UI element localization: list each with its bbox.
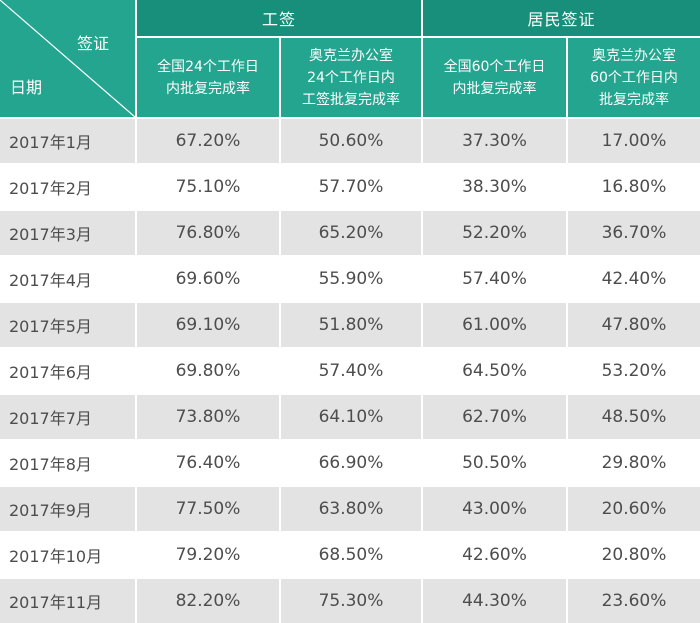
row-value-cell: 82.20% [137, 579, 279, 623]
row-value-cell: 16.80% [568, 165, 700, 209]
group-header-work-visa: 工签 [137, 0, 421, 36]
subheader-auckland-60-day: 奥克兰办公室 60个工作日内 批复完成率 [568, 38, 700, 117]
row-value-cell: 73.80% [137, 395, 279, 439]
row-value-cell: 67.20% [137, 119, 279, 163]
row-value-cell: 42.60% [423, 533, 566, 577]
row-value-cell: 36.70% [568, 211, 700, 255]
group-header-resident-visa-label: 居民签证 [527, 10, 596, 29]
row-value-cell: 20.80% [568, 533, 700, 577]
subheader-national-24-day: 全国24个工作日 内批复完成率 [137, 38, 279, 117]
subheader-line: 工签批复完成率 [302, 91, 400, 108]
row-date-cell: 2017年3月 [0, 211, 135, 255]
row-value-cell: 69.80% [137, 349, 279, 393]
row-value-cell: 76.80% [137, 211, 279, 255]
row-value-cell: 57.40% [423, 257, 566, 301]
row-value-cell: 17.00% [568, 119, 700, 163]
row-value-cell: 57.70% [281, 165, 421, 209]
row-value-cell: 75.10% [137, 165, 279, 209]
subheader-line: 全国60个工作日 [443, 58, 546, 75]
row-date-cell: 2017年7月 [0, 395, 135, 439]
row-value-cell: 63.80% [281, 487, 421, 531]
row-value-cell: 51.80% [281, 303, 421, 347]
row-value-cell: 37.30% [423, 119, 566, 163]
row-value-cell: 23.60% [568, 579, 700, 623]
row-value-cell: 43.00% [423, 487, 566, 531]
row-date-cell: 2017年10月 [0, 533, 135, 577]
row-value-cell: 68.50% [281, 533, 421, 577]
row-date-cell: 2017年6月 [0, 349, 135, 393]
corner-diagonal-line [0, 0, 135, 117]
corner-header: 签证 日期 [0, 0, 135, 117]
row-value-cell: 48.50% [568, 395, 700, 439]
subheader-line: 内批复完成率 [166, 80, 250, 97]
row-value-cell: 64.50% [423, 349, 566, 393]
group-header-resident-visa: 居民签证 [423, 0, 700, 36]
subheader-line: 全国24个工作日 [157, 58, 259, 75]
row-value-cell: 75.30% [281, 579, 421, 623]
row-value-cell: 29.80% [568, 441, 700, 485]
subheader-line: 内批复完成率 [452, 80, 537, 97]
row-value-cell: 77.50% [137, 487, 279, 531]
row-date-cell: 2017年11月 [0, 579, 135, 623]
row-value-cell: 44.30% [423, 579, 566, 623]
row-value-cell: 50.60% [281, 119, 421, 163]
row-value-cell: 52.20% [423, 211, 566, 255]
subheader-line: 批复完成率 [599, 91, 669, 108]
subheader-line: 奥克兰办公室 [592, 47, 676, 64]
corner-date-label: 日期 [10, 78, 43, 97]
row-value-cell: 66.90% [281, 441, 421, 485]
row-date-cell: 2017年4月 [0, 257, 135, 301]
subheader-line: 60个工作日内 [590, 69, 678, 86]
corner-visa-label: 签证 [76, 34, 109, 53]
row-value-cell: 42.40% [568, 257, 700, 301]
row-value-cell: 62.70% [423, 395, 566, 439]
row-date-cell: 2017年5月 [0, 303, 135, 347]
subheader-auckland-24-day: 奥克兰办公室 24个工作日内 工签批复完成率 [281, 38, 421, 117]
subheader-national-60-day: 全国60个工作日 内批复完成率 [423, 38, 566, 117]
row-value-cell: 38.30% [423, 165, 566, 209]
row-value-cell: 50.50% [423, 441, 566, 485]
row-value-cell: 64.10% [281, 395, 421, 439]
row-value-cell: 69.10% [137, 303, 279, 347]
subheader-line: 24个工作日内 [307, 69, 395, 86]
row-date-cell: 2017年1月 [0, 119, 135, 163]
row-value-cell: 57.40% [281, 349, 421, 393]
row-value-cell: 65.20% [281, 211, 421, 255]
row-date-cell: 2017年9月 [0, 487, 135, 531]
row-date-cell: 2017年8月 [0, 441, 135, 485]
row-value-cell: 69.60% [137, 257, 279, 301]
row-value-cell: 20.60% [568, 487, 700, 531]
row-value-cell: 79.20% [137, 533, 279, 577]
row-value-cell: 61.00% [423, 303, 566, 347]
row-value-cell: 47.80% [568, 303, 700, 347]
subheader-line: 奥克兰办公室 [309, 47, 393, 64]
row-value-cell: 55.90% [281, 257, 421, 301]
row-date-cell: 2017年2月 [0, 165, 135, 209]
row-value-cell: 76.40% [137, 441, 279, 485]
row-value-cell: 53.20% [568, 349, 700, 393]
group-header-work-visa-label: 工签 [261, 10, 296, 29]
